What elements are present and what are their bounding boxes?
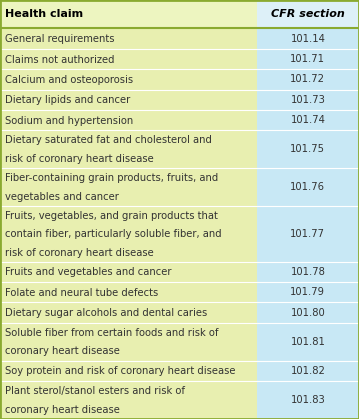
Bar — [0, 323, 257, 361]
Text: vegetables and cancer: vegetables and cancer — [5, 192, 119, 202]
Text: Soy protein and risk of coronary heart disease: Soy protein and risk of coronary heart d… — [5, 366, 236, 376]
Bar — [0, 361, 257, 381]
Text: Fiber-containing grain products, fruits, and: Fiber-containing grain products, fruits,… — [5, 173, 219, 184]
Bar — [257, 69, 359, 90]
Bar — [257, 49, 359, 69]
Bar — [0, 282, 257, 303]
Bar — [257, 361, 359, 381]
Bar — [0, 69, 257, 90]
Bar — [0, 49, 257, 69]
Text: Dietary lipids and cancer: Dietary lipids and cancer — [5, 95, 131, 105]
Bar — [0, 28, 257, 49]
Bar — [257, 130, 359, 168]
Bar — [0, 303, 257, 323]
Bar — [0, 90, 257, 110]
Text: Claims not authorized: Claims not authorized — [5, 54, 115, 65]
Text: Calcium and osteoporosis: Calcium and osteoporosis — [5, 75, 134, 85]
Text: 101.76: 101.76 — [290, 182, 325, 192]
Bar — [0, 206, 257, 262]
Bar — [0, 110, 257, 130]
Text: contain fiber, particularly soluble fiber, and: contain fiber, particularly soluble fibe… — [5, 230, 222, 239]
Bar — [0, 168, 257, 206]
Text: Plant sterol/stanol esters and risk of: Plant sterol/stanol esters and risk of — [5, 386, 185, 396]
Text: Sodium and hypertension: Sodium and hypertension — [5, 116, 134, 126]
Text: CFR section: CFR section — [271, 9, 345, 19]
Text: Health claim: Health claim — [5, 9, 84, 19]
Bar — [257, 0, 359, 28]
Text: Fruits and vegetables and cancer: Fruits and vegetables and cancer — [5, 267, 172, 277]
Text: 101.81: 101.81 — [290, 337, 325, 347]
Bar — [257, 206, 359, 262]
Bar — [257, 110, 359, 130]
Text: 101.82: 101.82 — [290, 366, 325, 376]
Text: coronary heart disease: coronary heart disease — [5, 347, 120, 357]
Text: Soluble fiber from certain foods and risk of: Soluble fiber from certain foods and ris… — [5, 328, 219, 338]
Text: 101.73: 101.73 — [290, 95, 325, 105]
Bar — [257, 168, 359, 206]
Text: 101.83: 101.83 — [290, 395, 325, 405]
Text: 101.75: 101.75 — [290, 144, 325, 154]
Bar — [0, 262, 257, 282]
Bar — [0, 130, 257, 168]
Text: General requirements: General requirements — [5, 34, 115, 44]
Text: 101.14: 101.14 — [290, 34, 325, 44]
Bar — [257, 262, 359, 282]
Text: 101.71: 101.71 — [290, 54, 325, 64]
Text: Fruits, vegetables, and grain products that: Fruits, vegetables, and grain products t… — [5, 211, 218, 221]
Bar — [257, 303, 359, 323]
Bar — [257, 90, 359, 110]
Bar — [257, 282, 359, 303]
Text: coronary heart disease: coronary heart disease — [5, 405, 120, 415]
Text: risk of coronary heart disease: risk of coronary heart disease — [5, 154, 154, 164]
Text: 101.80: 101.80 — [290, 308, 325, 318]
Text: 101.72: 101.72 — [290, 74, 325, 84]
Text: 101.79: 101.79 — [290, 287, 325, 297]
Text: Dietary saturated fat and cholesterol and: Dietary saturated fat and cholesterol an… — [5, 135, 212, 145]
Bar — [257, 323, 359, 361]
Bar — [0, 381, 257, 419]
Text: risk of coronary heart disease: risk of coronary heart disease — [5, 248, 154, 258]
Text: Folate and neural tube defects: Folate and neural tube defects — [5, 288, 159, 298]
Bar — [257, 28, 359, 49]
Text: 101.78: 101.78 — [290, 267, 325, 277]
Bar — [0, 0, 359, 28]
Text: 101.74: 101.74 — [290, 115, 325, 125]
Text: Dietary sugar alcohols and dental caries: Dietary sugar alcohols and dental caries — [5, 308, 208, 318]
Bar — [257, 381, 359, 419]
Text: 101.77: 101.77 — [290, 229, 325, 239]
